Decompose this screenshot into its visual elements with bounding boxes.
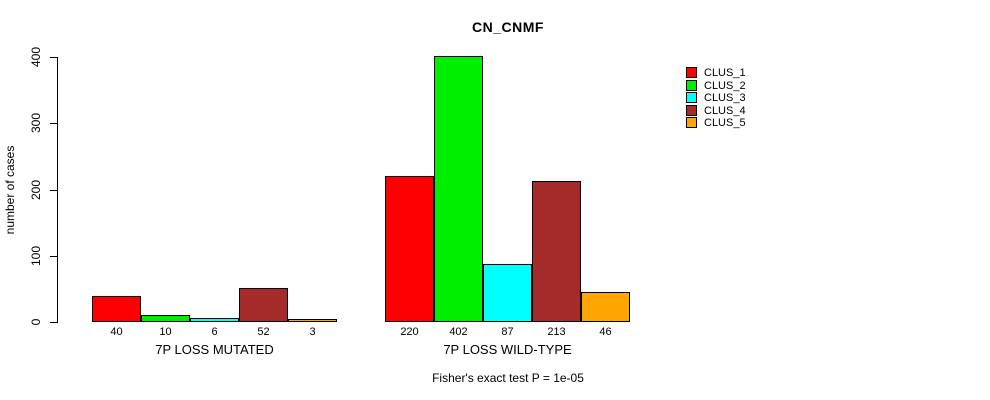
- bar-value-label: 46: [599, 326, 612, 338]
- bar-clus_4-group2: [532, 180, 581, 322]
- bar-value-label: 52: [257, 326, 270, 338]
- bar-clus_3-group1: [190, 318, 239, 322]
- y-tick: [50, 255, 57, 257]
- legend-item-clus_5: CLUS_5: [686, 117, 776, 129]
- legend-swatch-clus_5: [686, 117, 697, 129]
- y-tick-label: 200: [29, 179, 43, 200]
- bar-clus_3-group2: [483, 264, 532, 322]
- bar-clus_1-group2: [385, 176, 434, 322]
- legend-swatch-clus_3: [686, 92, 697, 104]
- bar-value-label: 10: [159, 326, 172, 338]
- y-tick: [50, 189, 57, 191]
- bar-clus_4-group1: [239, 287, 288, 322]
- legend-item-clus_1: CLUS_1: [686, 67, 776, 79]
- bar-clus_2-group2: [434, 55, 483, 322]
- legend-swatch-clus_4: [686, 104, 697, 116]
- legend-label: CLUS_2: [704, 79, 746, 92]
- legend-swatch-clus_2: [686, 79, 697, 91]
- bar-clus_5-group1: [288, 319, 337, 322]
- chart-title: CN_CNMF: [472, 19, 544, 35]
- y-tick-label: 0: [29, 318, 43, 326]
- legend: CLUS_1 CLUS_2 CLUS_3 CLUS_4 CLUS_5: [686, 67, 776, 132]
- bar-clus_1-group1: [92, 295, 141, 322]
- y-tick: [50, 57, 57, 58]
- legend-swatch-clus_1: [686, 67, 697, 78]
- legend-item-clus_3: CLUS_3: [686, 92, 776, 104]
- bar-clus_5-group2: [581, 291, 630, 322]
- legend-label: CLUS_1: [704, 67, 746, 79]
- y-tick: [50, 322, 57, 323]
- legend-label: CLUS_3: [704, 92, 746, 105]
- bar-value-label: 213: [547, 326, 566, 338]
- y-tick-label: 100: [29, 245, 43, 266]
- group-label: 7P LOSS MUTATED: [155, 342, 274, 357]
- y-tick-label: 300: [29, 113, 43, 134]
- y-axis-label: number of cases: [3, 145, 17, 235]
- bar-value-label: 40: [110, 326, 123, 338]
- bar-clus_2-group1: [141, 315, 190, 322]
- bar-value-label: 220: [400, 326, 419, 338]
- y-tick-label: 400: [29, 46, 43, 68]
- legend-item-clus_4: CLUS_4: [686, 104, 776, 117]
- group-label: 7P LOSS WILD-TYPE: [443, 342, 572, 357]
- bar-value-label: 87: [501, 326, 514, 338]
- legend-item-clus_2: CLUS_2: [686, 79, 776, 92]
- legend-label: CLUS_4: [704, 104, 746, 117]
- fisher-test-annotation: Fisher's exact test P = 1e-05: [432, 371, 584, 385]
- bar-value-label: 402: [449, 326, 468, 338]
- y-tick: [50, 123, 57, 125]
- bar-value-label: 3: [309, 326, 316, 338]
- y-axis: [57, 57, 58, 323]
- legend-label: CLUS_5: [704, 117, 746, 130]
- bar-value-label: 6: [211, 326, 218, 338]
